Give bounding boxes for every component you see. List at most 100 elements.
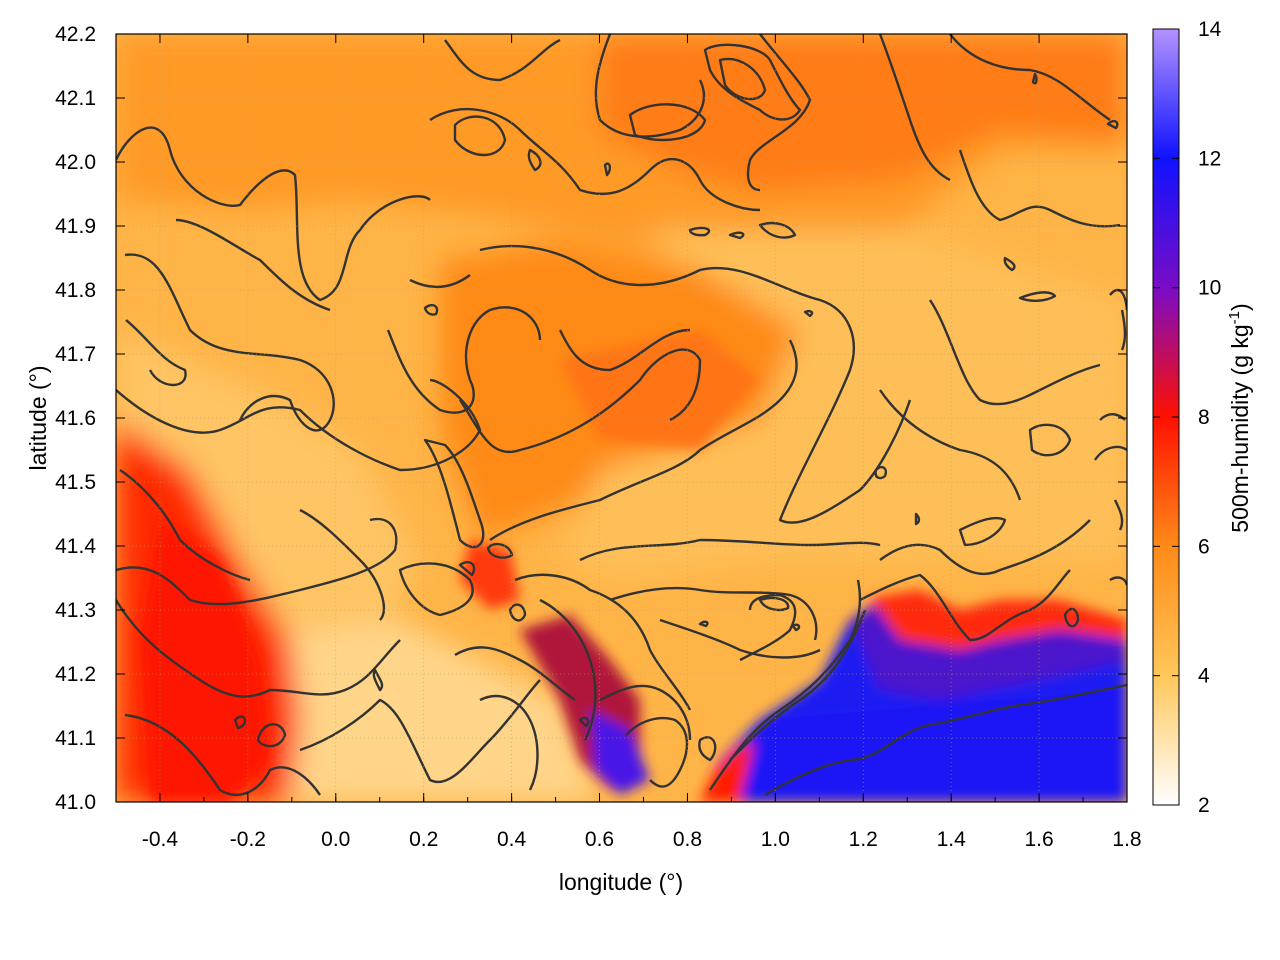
y-tick-label: 42.2 — [55, 23, 96, 46]
colorbar-tick-label: 10 — [1198, 277, 1221, 300]
x-tick-label: 0.2 — [409, 828, 438, 851]
contour-line — [859, 569, 1071, 642]
contour-line — [929, 299, 1101, 406]
contour-line — [594, 34, 706, 138]
y-tick-label: 42.1 — [55, 87, 96, 110]
contour-line — [703, 43, 802, 121]
contour-line — [803, 310, 814, 318]
colorbar-tick-label: 8 — [1198, 406, 1210, 429]
contour-line — [1094, 445, 1127, 461]
x-tick-label: 0.8 — [673, 828, 702, 851]
contour-line — [124, 713, 321, 796]
contour-line — [1099, 413, 1126, 421]
x-tick-label: 0.0 — [321, 828, 350, 851]
contour-line — [739, 593, 797, 662]
contour-line — [508, 603, 527, 622]
contour-line — [878, 34, 951, 182]
contour-line — [1113, 499, 1124, 531]
contour-line — [1109, 288, 1127, 311]
contour-line — [429, 107, 761, 212]
x-tick-label: 0.4 — [497, 828, 527, 851]
contour-line — [256, 723, 287, 748]
contour-line — [628, 103, 707, 142]
contour-line — [409, 274, 471, 289]
contour-line — [125, 319, 187, 387]
contour-line — [372, 668, 384, 692]
contour-line — [116, 126, 431, 302]
contour-line — [578, 716, 590, 728]
colorbar-title: 500m-humidity (g kg-1) — [1226, 303, 1253, 532]
contour-line — [625, 716, 689, 788]
field-region-central-interior — [560, 230, 1127, 580]
x-tick-label: 0.6 — [585, 828, 614, 851]
y-tick-label: 41.0 — [55, 791, 96, 814]
y-tick-label: 41.6 — [55, 407, 96, 430]
contour-line — [479, 694, 539, 791]
contour-line — [119, 469, 251, 582]
humidity-field — [116, 34, 1127, 802]
colorbar: 2 4 6 8 10 12 14 500m-humidity (g kg-1) — [1152, 18, 1253, 817]
contour-line — [1028, 423, 1072, 457]
contour-line — [603, 162, 612, 177]
contour-line — [758, 596, 790, 612]
contour-line — [609, 586, 818, 641]
grid — [116, 33, 1128, 803]
contour-line — [454, 646, 576, 701]
contour-line — [579, 538, 881, 562]
contour-line — [1018, 291, 1057, 302]
contour-line — [479, 244, 912, 524]
contour-line — [458, 561, 476, 577]
colorbar-title-superscript: -1 — [1226, 311, 1243, 324]
y-tick-label: 41.3 — [55, 599, 96, 622]
contour-line — [709, 579, 862, 791]
contour-line — [459, 348, 702, 454]
y-tick-label: 41.4 — [55, 535, 96, 558]
colorbar-title-main: 500m-humidity (g kg — [1227, 324, 1253, 532]
contour-line — [746, 34, 812, 192]
x-axis-title: longitude (°) — [559, 869, 683, 895]
colorbar-title-close: ) — [1227, 303, 1253, 311]
contour-line — [175, 218, 331, 312]
contour-line — [874, 465, 887, 480]
contour-line — [116, 517, 398, 606]
colorbar-tick-label: 2 — [1198, 794, 1210, 817]
y-tick-label: 41.2 — [55, 663, 96, 686]
contour-line — [728, 231, 745, 240]
field-region-south-central-dry — [250, 620, 600, 802]
y-axis: 41.0 41.1 41.2 41.3 41.4 41.5 41.6 41.7 41.8 41.9… — [55, 23, 1127, 814]
contour-line — [659, 618, 821, 659]
x-tick-label: -0.2 — [230, 828, 266, 851]
contour-line — [453, 115, 507, 157]
x-tick-label: -0.4 — [142, 828, 179, 851]
contour-line — [791, 623, 801, 632]
contour-line — [698, 736, 717, 762]
contour-line — [1106, 119, 1119, 130]
contour-line — [688, 226, 711, 237]
contour-line — [729, 609, 867, 761]
x-tick-label: 1.4 — [937, 828, 967, 851]
contour-line — [1063, 607, 1080, 628]
contour-line — [527, 148, 542, 172]
contour-line — [386, 306, 542, 414]
contour-line — [879, 389, 1022, 501]
contour-line — [1120, 309, 1127, 351]
x-tick-label: 1.8 — [1112, 828, 1141, 851]
contour-line — [1109, 576, 1127, 586]
y-axis-title: latitude (°) — [25, 365, 51, 470]
contour-line — [489, 339, 798, 541]
contour-line — [423, 438, 485, 549]
contour-line — [124, 253, 335, 432]
contour-line — [879, 519, 1091, 576]
contour-line — [116, 599, 401, 698]
y-tick-label: 41.5 — [55, 471, 96, 494]
contour-line — [958, 149, 1121, 228]
contour-line — [299, 679, 541, 784]
x-tick-label: 1.2 — [849, 828, 878, 851]
contour-line — [958, 516, 1007, 547]
colorbar-tick-label: 6 — [1198, 535, 1210, 558]
y-tick-label: 41.9 — [55, 215, 96, 238]
contour-line — [233, 715, 247, 730]
x-tick-label: 1.6 — [1024, 828, 1053, 851]
contour-line — [1031, 72, 1038, 85]
